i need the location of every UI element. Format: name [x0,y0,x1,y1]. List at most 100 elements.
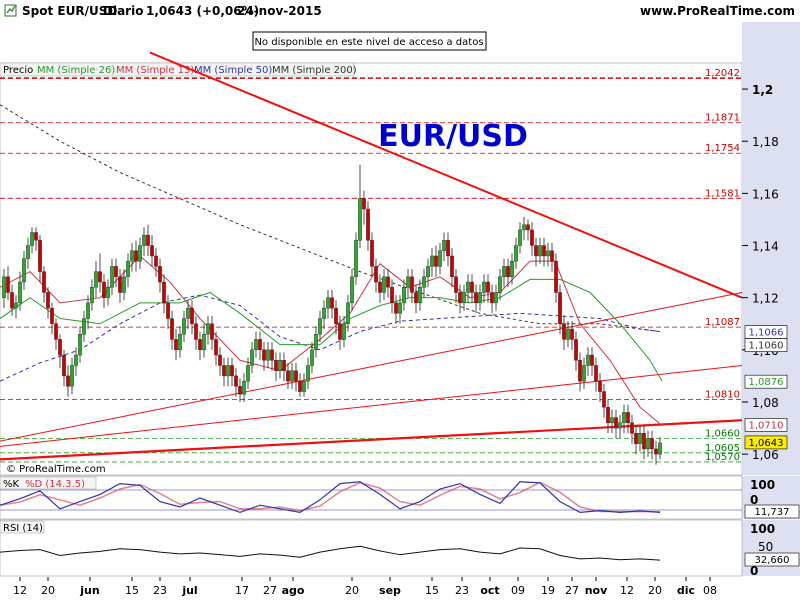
level-label: 1,1087 [705,317,740,328]
notice-text: No disponible en este nivel de acceso a … [254,37,483,48]
candle-body [518,229,522,246]
candle-body [594,365,598,382]
x-tick-label: 27 [263,584,277,597]
candle-body [522,224,526,231]
price-box [744,418,788,432]
candle-body [570,328,574,340]
candle-body [350,276,354,304]
window-icon-glyph [6,5,16,14]
level-label: 1,0605 [705,443,740,454]
candle-body [494,292,498,304]
candle-body [534,245,538,257]
candle-body [642,433,646,450]
rsi-tick-100: 100 [750,522,775,536]
ma-line-mm200 [0,104,661,333]
stoch-value: 11,737 [755,507,790,518]
level-label: 1,1581 [705,188,740,199]
candle-body [410,276,414,293]
x-axis-bar [0,577,800,600]
candle-body [58,339,62,356]
candle-body [262,349,266,361]
site-url[interactable]: www.ProRealTime.com [640,4,795,18]
trendline [0,364,743,447]
candle-body [186,307,190,319]
candle-body [122,276,126,293]
candle-body [378,281,382,293]
y-tick-label: 1,14 [752,240,779,254]
candle-body [234,375,238,387]
price-box-label: 1,1066 [749,328,784,339]
stoch-tick-0: 0 [750,493,758,507]
candle-body [302,380,306,392]
stoch-label-d[interactable]: %D (14.3.5) [25,479,85,490]
rsi-value-box [744,552,800,567]
legend-mm13[interactable]: MM (Simple 13) [116,65,194,76]
candle-body [362,198,366,210]
stoch-tick-100: 100 [750,478,775,492]
legend-mm26[interactable]: MM (Simple 26) [37,65,115,76]
candle-body [438,250,442,267]
x-tick-label: 15 [425,584,439,597]
candle-body [274,360,278,371]
candle-body [338,323,342,340]
candle-body [466,281,470,293]
stoch-d-line [0,481,660,513]
candle-body [242,380,246,395]
level-label: 1,0810 [705,389,740,400]
candle-body [646,438,650,450]
candle-body [538,245,542,257]
candle-body [514,245,518,262]
candle-body [246,365,250,382]
legend-mm200[interactable]: MM (Simple 200) [272,65,357,76]
x-tick-label: 08 [703,584,717,597]
candle-body [218,354,222,366]
y-tick-label: 1,2 [752,83,773,97]
x-tick-label: jul [181,584,197,597]
candle-body [86,302,90,319]
header-period: Diario [103,4,143,18]
rsi-tick-50: 50 [758,540,773,554]
candle-body [2,276,6,298]
header-quote: 1,0643 (+0,06%) [146,4,259,18]
candle-body [634,433,638,444]
candle-body [558,292,562,324]
trendline [0,291,743,442]
candle-body [154,255,158,267]
candle-body [46,292,50,309]
candle-body [82,318,86,335]
candle-body [318,318,322,335]
y-axis-panel [742,22,800,475]
candle-body [478,292,482,304]
candle-body [306,365,310,382]
candle-body [366,208,370,241]
level-label: 1,1871 [705,113,740,124]
rsi-legend-bg [0,520,45,534]
rsi-label[interactable]: RSI (14) [3,523,43,534]
price-box-label: 1,1060 [749,341,784,352]
candle-body [414,292,418,304]
x-tick-label: ago [282,584,305,597]
candle-body [42,271,46,293]
legend-mm50[interactable]: MM (Simple 50) [194,65,272,76]
candle-body [6,276,10,293]
candle-body [162,281,166,304]
price-boxes: 1,1066 1,1060 1,0876 1,0710 1,0643 [744,325,788,450]
stoch-label-k[interactable]: %K [3,479,20,490]
candle-body [130,250,134,262]
candle-body [134,250,138,262]
candle-body [578,360,582,382]
candle-body [498,276,502,293]
watermark: © ProRealTime.com [6,464,106,475]
candle-body [330,297,334,309]
candle-body [170,318,174,340]
candle-body [270,349,274,361]
candle-body [430,255,434,267]
candle-body [442,240,446,251]
candle-body [574,339,578,361]
candle-body [434,255,438,267]
x-tick-label: sep [379,584,401,597]
candle-body [178,333,182,351]
candle-body [502,266,506,278]
candle-body [530,229,534,246]
legend-price[interactable]: Precio [3,65,33,76]
